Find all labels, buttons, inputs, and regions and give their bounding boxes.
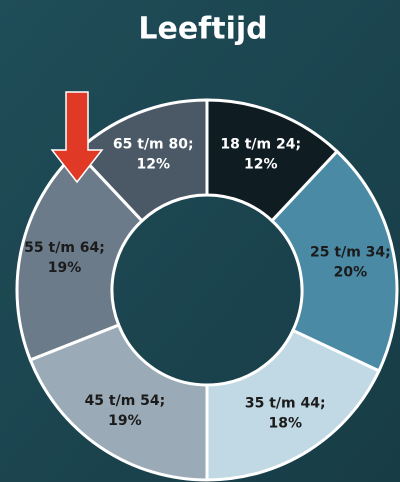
donut-segment bbox=[74, 98, 209, 223]
segment-category-label: 25 t/m 34; bbox=[310, 245, 391, 261]
donut-segment bbox=[28, 323, 209, 482]
segment-value-label: 20% bbox=[334, 265, 368, 281]
arrow bbox=[50, 91, 104, 184]
chart-title: Leeftijd bbox=[138, 12, 267, 47]
segment-value-label: 12% bbox=[244, 156, 278, 172]
segment-category-label: 35 t/m 44; bbox=[245, 395, 326, 411]
segment-category-label: 45 t/m 54; bbox=[85, 393, 166, 409]
donut bbox=[15, 98, 399, 482]
segment-category-label: 55 t/m 64; bbox=[24, 240, 105, 256]
segment-value-label: 19% bbox=[108, 413, 142, 429]
segment-category-label: 65 t/m 80; bbox=[113, 136, 194, 152]
donut-segment bbox=[269, 149, 399, 373]
segment-value-label: 19% bbox=[48, 260, 82, 276]
segment-value-label: 12% bbox=[136, 156, 170, 172]
segment-category-label: 18 t/m 24; bbox=[220, 136, 301, 152]
donut-segment bbox=[205, 328, 381, 482]
segment-value-label: 18% bbox=[268, 415, 302, 431]
